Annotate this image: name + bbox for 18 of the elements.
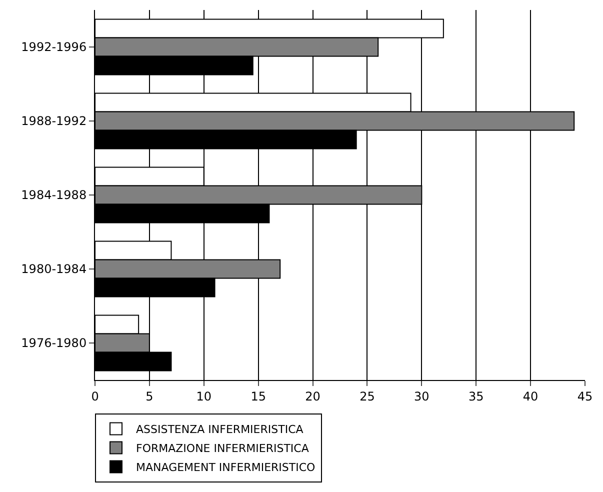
x-tick-label: 5	[146, 389, 154, 404]
y-tick-label: 1984-1988	[21, 188, 87, 202]
y-tick-label: 1988-1992	[21, 114, 87, 128]
x-tick-label: 15	[250, 389, 266, 404]
x-tick-label: 45	[577, 389, 593, 404]
x-tick-label: 30	[414, 389, 430, 404]
x-tick-label: 10	[196, 389, 212, 404]
legend-label: FORMAZIONE INFERMIERISTICA	[136, 442, 310, 456]
y-tick-label: 1976-1980	[21, 336, 87, 350]
legend-label: ASSISTENZA INFERMIERISTICA	[136, 423, 304, 436]
legend-label: MANAGEMENT INFERMIERISTICO	[136, 461, 316, 474]
x-tick-label: 0	[91, 389, 99, 404]
x-tick-label: 35	[468, 389, 484, 404]
y-tick-label: 1980-1984	[21, 262, 87, 276]
x-tick-label: 40	[522, 389, 538, 404]
x-tick-label: 20	[305, 389, 320, 404]
y-tick-label: 1992-1996	[21, 40, 87, 54]
x-tick-label: 25	[360, 389, 375, 404]
